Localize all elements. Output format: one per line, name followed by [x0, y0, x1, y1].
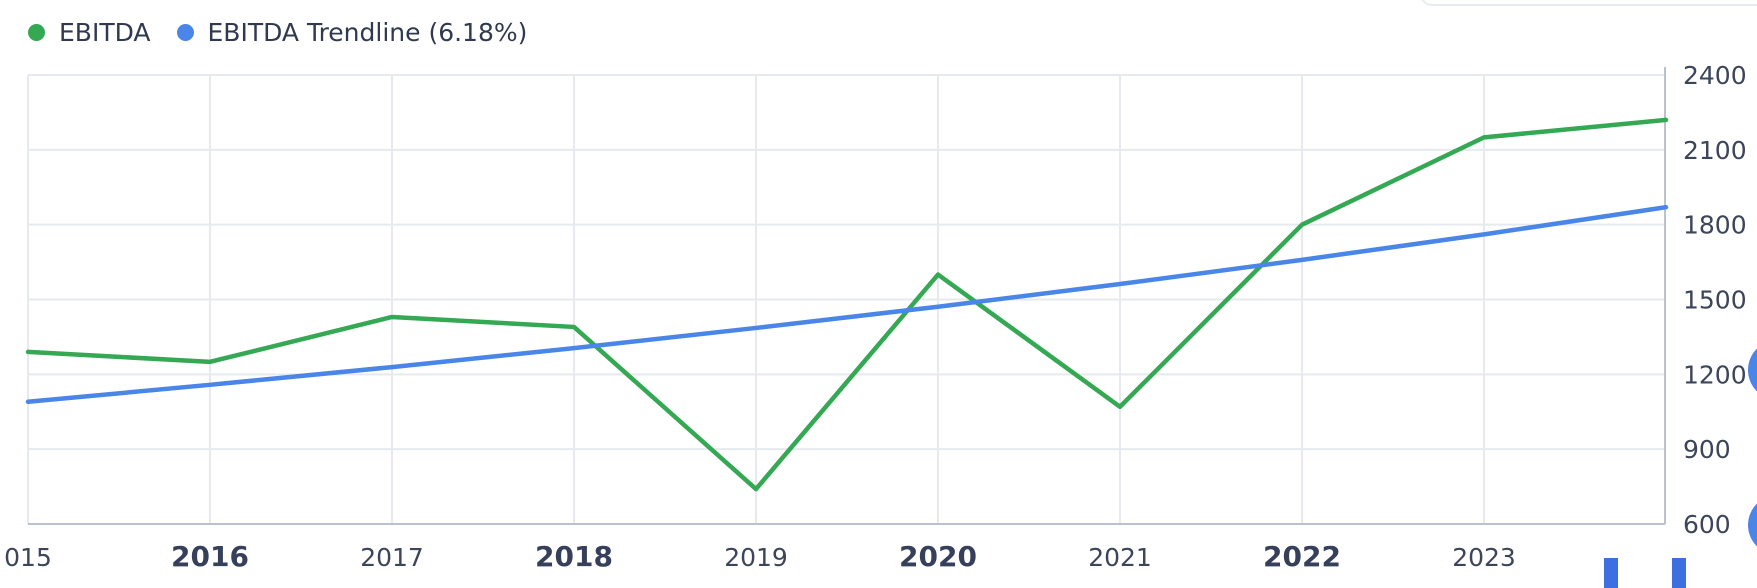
bottom-bar-marker-left: [1604, 558, 1618, 588]
x-tick-label-0: 015: [4, 543, 52, 572]
x-tick-label-5: 2020: [899, 540, 977, 573]
chart-tick-labels: 600 900 1200 1500 1800 2100 2400 015 2016 2017 201…: [4, 61, 1746, 573]
legend-label-ebitda: EBITDA: [59, 18, 151, 47]
x-tick-label-2: 2017: [360, 543, 424, 572]
legend-item-ebitda[interactable]: EBITDA: [28, 18, 151, 47]
x-tick-label-8: 2023: [1452, 543, 1516, 572]
chart-axes: [28, 67, 1666, 525]
x-tick-label-6: 2021: [1088, 543, 1152, 572]
scroll-indicator-bottom-circle[interactable]: [1748, 495, 1757, 555]
legend-label-trendline: EBITDA Trendline (6.18%): [207, 18, 528, 47]
x-tick-label-3: 2018: [535, 540, 613, 573]
chart-series: [25, 117, 1669, 492]
bottom-bar-marker-right: [1672, 558, 1686, 588]
chart-grid: [27, 74, 1665, 524]
legend-dot-trendline: [176, 24, 194, 41]
x-tick-label-4: 2019: [724, 543, 788, 572]
legend-item-trendline[interactable]: EBITDA Trendline (6.18%): [176, 18, 528, 47]
y-tick-label-1500: 1500: [1683, 286, 1747, 315]
x-tick-label-7: 2022: [1263, 540, 1341, 573]
legend-dot-ebitda: [28, 24, 45, 41]
chart-legend: EBITDA EBITDA Trendline (6.18%): [28, 18, 527, 47]
y-tick-label-2400: 2400: [1683, 61, 1747, 90]
x-tick-label-1: 2016: [171, 540, 249, 573]
ebitda-line: [25, 117, 1669, 492]
y-tick-label-600: 600: [1683, 510, 1731, 539]
scroll-indicator-top-circle[interactable]: [1748, 340, 1757, 400]
y-tick-label-1800: 1800: [1683, 211, 1747, 240]
y-tick-label-1200: 1200: [1683, 360, 1747, 389]
y-tick-label-900: 900: [1683, 435, 1731, 464]
ebitda-trendline: [25, 204, 1669, 405]
y-tick-label-2100: 2100: [1683, 136, 1747, 165]
